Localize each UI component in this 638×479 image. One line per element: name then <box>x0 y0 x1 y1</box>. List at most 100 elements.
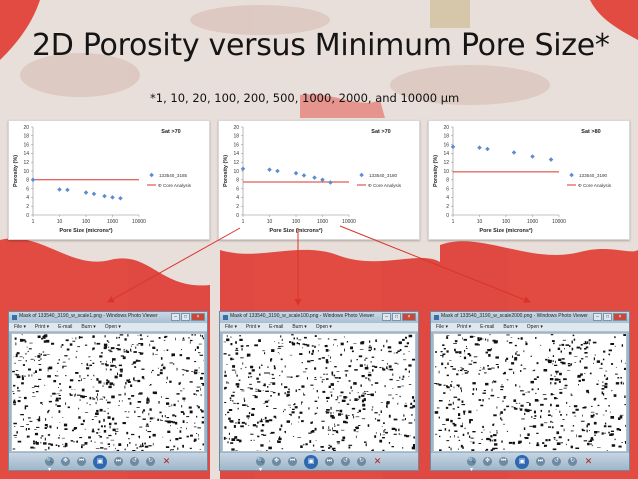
data-point <box>240 166 246 172</box>
menu-email[interactable]: E-mail <box>480 324 495 330</box>
data-point <box>485 146 490 152</box>
app-icon <box>434 315 439 320</box>
y-tick-label: 12 <box>233 160 239 166</box>
porosity-chart-3: 0 2 4 6 8 10 12 14 16 18 20 1 10 100 1000 10000 Pore Siz… <box>428 120 630 240</box>
data-point <box>118 196 123 201</box>
menu-email[interactable]: E-mail <box>269 324 284 330</box>
close-button[interactable]: × <box>402 313 416 321</box>
fit-button[interactable]: ✥ <box>61 457 70 466</box>
y-tick-label: 8 <box>236 178 239 184</box>
menu-burn[interactable]: Burn ▾ <box>292 324 307 330</box>
y-tick-label: 20 <box>233 125 239 131</box>
delete-button[interactable]: ✕ <box>373 456 382 466</box>
pore-speckle <box>434 334 626 451</box>
next-button[interactable]: ⏭ <box>325 457 334 466</box>
viewer-titlebar: Mask of 133540_3190_w_scale100.png - Win… <box>220 312 418 323</box>
next-button[interactable]: ⏭ <box>536 457 545 466</box>
viewer-titlebar: Mask of 133540_3190_w_scale2000.png - Wi… <box>431 312 629 323</box>
legend-marker <box>569 172 574 178</box>
rotate-right-button[interactable]: ↻ <box>146 457 155 466</box>
data-point <box>312 175 317 180</box>
rotate-left-button[interactable]: ↺ <box>130 457 139 466</box>
y-tick-label: 10 <box>23 169 29 175</box>
legend-label: 133540_3190 <box>579 173 608 178</box>
zoom-button[interactable]: 🔍▾ <box>45 457 54 473</box>
menu-file[interactable]: File ▾ <box>436 324 448 330</box>
data-point <box>102 193 107 199</box>
app-icon <box>12 315 17 320</box>
previous-button[interactable]: ⏮ <box>77 457 86 466</box>
maximize-button[interactable]: □ <box>181 313 190 321</box>
legend-label: Φ Core Analysis <box>158 183 192 188</box>
data-point <box>477 145 482 150</box>
viewer-menubar: File ▾ Print ▾ E-mail Burn ▾ Open ▾ <box>431 323 629 332</box>
rotate-right-button[interactable]: ↻ <box>357 457 366 466</box>
minimize-button[interactable]: – <box>593 313 602 321</box>
photo-viewer-3: Mask of 133540_3190_w_scale2000.png - Wi… <box>430 311 630 473</box>
close-button[interactable]: × <box>613 313 627 321</box>
menu-file[interactable]: File ▾ <box>14 324 26 330</box>
y-tick-label: 14 <box>23 151 29 157</box>
delete-button[interactable]: ✕ <box>162 456 171 466</box>
data-point <box>267 167 272 172</box>
rotate-left-button[interactable]: ↺ <box>552 457 561 466</box>
delete-button[interactable]: ✕ <box>584 456 593 466</box>
slideshow-button[interactable]: ▣ <box>304 454 318 469</box>
previous-button[interactable]: ⏮ <box>288 457 297 466</box>
data-point <box>57 187 62 192</box>
legend-label: Φ Core Analysis <box>368 183 402 188</box>
data-point <box>293 170 299 176</box>
x-tick-label: 10 <box>57 219 63 225</box>
menu-print[interactable]: Print ▾ <box>34 324 50 330</box>
zoom-button[interactable]: 🔍▾ <box>467 457 476 473</box>
fit-button[interactable]: ✥ <box>272 457 281 466</box>
y-tick-label: 8 <box>26 178 29 184</box>
rotate-right-button[interactable]: ↻ <box>568 457 577 466</box>
data-point <box>328 180 333 185</box>
x-tick-label: 10000 <box>132 219 146 225</box>
previous-button[interactable]: ⏮ <box>499 457 508 466</box>
y-tick-label: 12 <box>443 160 449 166</box>
viewer-title: Mask of 133540_3190_w_scale2000.png - Wi… <box>441 313 588 319</box>
x-tick-label: 10000 <box>552 219 566 225</box>
zoom-button[interactable]: 🔍▾ <box>256 457 265 473</box>
maximize-button[interactable]: □ <box>603 313 612 321</box>
menu-print[interactable]: Print ▾ <box>456 324 472 330</box>
close-button[interactable]: × <box>191 313 205 321</box>
menu-burn[interactable]: Burn ▾ <box>81 324 96 330</box>
viewer-controls: 🔍▾ ✥ ⏮ ▣ ⏭ ↺ ↻ ✕ <box>220 453 418 473</box>
x-tick-label: 1 <box>242 219 245 225</box>
menu-burn[interactable]: Burn ▾ <box>503 324 518 330</box>
x-tick-label: 10 <box>477 219 483 225</box>
menu-open[interactable]: Open ▾ <box>526 324 543 330</box>
minimize-button[interactable]: – <box>382 313 391 321</box>
viewer-title: Mask of 133540_3190_w_scale1.png - Windo… <box>19 313 158 319</box>
menu-print[interactable]: Print ▾ <box>245 324 261 330</box>
slideshow-button[interactable]: ▣ <box>515 454 529 469</box>
y-tick-label: 0 <box>446 213 449 219</box>
porosity-chart-2: 0 2 4 6 8 10 12 14 16 18 20 1 10 100 1000 10000 Pore Siz… <box>218 120 420 240</box>
y-axis-label: Porosity (%) <box>223 155 229 187</box>
y-tick-label: 10 <box>233 169 239 175</box>
menu-email[interactable]: E-mail <box>58 324 73 330</box>
data-point <box>450 144 456 150</box>
viewer-titlebar: Mask of 133540_3190_w_scale1.png - Windo… <box>9 312 207 323</box>
next-button[interactable]: ⏭ <box>114 457 123 466</box>
chart-svg: 0 2 4 6 8 10 12 14 16 18 20 1 10 100 1000 10000 Pore Siz… <box>433 125 612 234</box>
photo-viewer-2: Mask of 133540_3190_w_scale100.png - Win… <box>219 311 419 473</box>
legend-label: 133540_3185 <box>159 173 188 178</box>
menu-file[interactable]: File ▾ <box>225 324 237 330</box>
menu-open[interactable]: Open ▾ <box>315 324 332 330</box>
fit-button[interactable]: ✥ <box>483 457 492 466</box>
y-tick-label: 0 <box>26 213 29 219</box>
x-tick-label: 1000 <box>317 219 328 225</box>
y-tick-label: 20 <box>23 125 29 131</box>
menu-open[interactable]: Open ▾ <box>104 324 121 330</box>
maximize-button[interactable]: □ <box>392 313 401 321</box>
chart-title: Sat >70 <box>161 129 180 135</box>
y-tick-label: 6 <box>236 186 239 192</box>
rotate-left-button[interactable]: ↺ <box>341 457 350 466</box>
data-point <box>91 191 97 197</box>
minimize-button[interactable]: – <box>171 313 180 321</box>
slideshow-button[interactable]: ▣ <box>93 454 107 469</box>
